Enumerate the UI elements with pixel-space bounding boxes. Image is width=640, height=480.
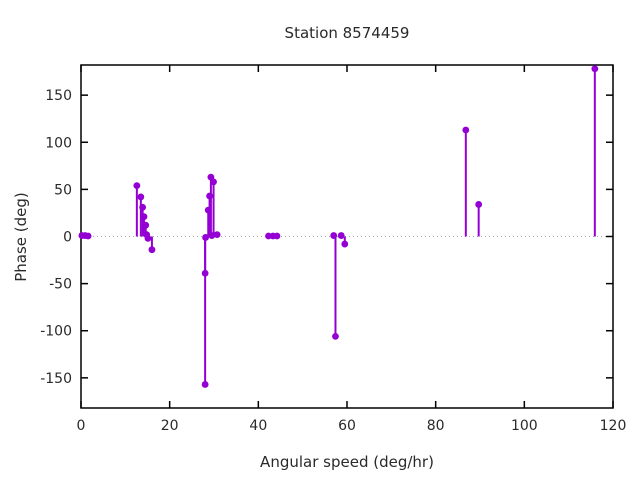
y-tick-label: 100 xyxy=(45,135,72,151)
y-tick-label: 50 xyxy=(54,182,72,198)
data-point xyxy=(213,231,221,239)
data-point xyxy=(337,232,345,239)
data-point xyxy=(475,201,483,208)
data-points xyxy=(78,65,599,388)
data-point xyxy=(208,232,216,239)
data-point xyxy=(206,192,213,200)
data-point xyxy=(462,126,470,134)
axis-ticks xyxy=(80,65,614,408)
data-point xyxy=(137,193,145,201)
y-tick-label: -100 xyxy=(40,324,72,340)
data-point xyxy=(148,246,156,254)
data-point xyxy=(330,232,338,239)
x-tick-label: 60 xyxy=(338,418,356,434)
data-point xyxy=(84,232,92,240)
data-point xyxy=(201,381,209,388)
data-point xyxy=(204,206,212,214)
x-tick-label: 40 xyxy=(249,418,267,434)
x-tick-label: 20 xyxy=(161,418,179,434)
x-tick-label: 100 xyxy=(511,418,538,434)
data-point xyxy=(133,182,141,190)
data-point xyxy=(332,332,339,340)
y-tick-label: 150 xyxy=(45,88,72,104)
chart-title: Station 8574459 xyxy=(284,24,410,42)
x-tick-label: 0 xyxy=(77,418,86,434)
data-point xyxy=(210,178,217,186)
data-point xyxy=(140,213,148,221)
x-axis-label: Angular speed (deg/hr) xyxy=(260,453,434,471)
data-point xyxy=(273,232,281,240)
y-axis-label: Phase (deg) xyxy=(12,192,30,282)
data-point xyxy=(202,234,209,241)
data-point xyxy=(341,240,349,248)
data-point xyxy=(142,221,150,229)
y-tick-label: -150 xyxy=(40,371,72,387)
x-tick-label: 120 xyxy=(600,418,627,434)
y-tick-label: 0 xyxy=(63,230,72,246)
data-point xyxy=(144,234,152,242)
data-point xyxy=(591,65,599,73)
data-point xyxy=(201,269,209,277)
tick-labels: 0 20 40 60 80 100 120 -150 -100 -50 0 50 100 150 xyxy=(40,88,626,434)
x-tick-label: 80 xyxy=(427,418,445,434)
data-point xyxy=(139,203,147,211)
y-tick-label: -50 xyxy=(49,277,72,293)
